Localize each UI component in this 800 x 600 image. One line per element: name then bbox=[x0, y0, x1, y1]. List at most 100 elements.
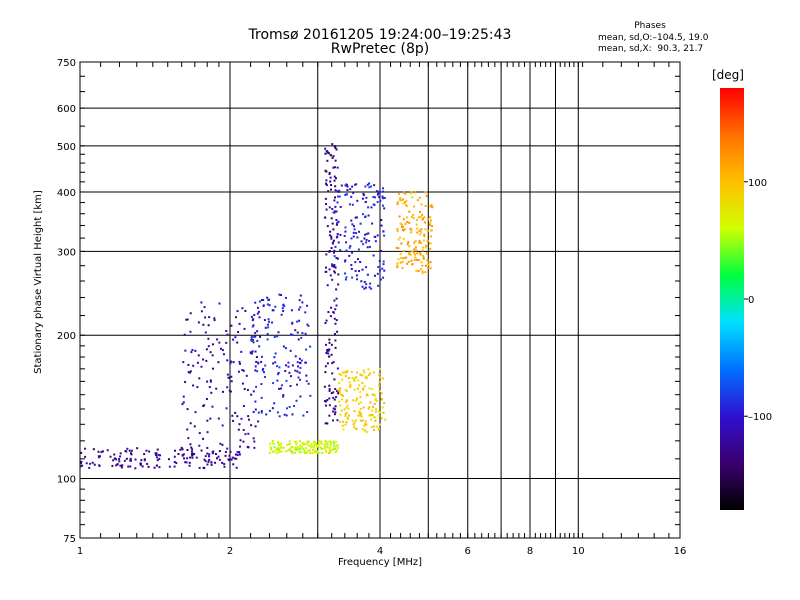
data-point bbox=[205, 398, 208, 400]
data-point bbox=[401, 260, 404, 263]
data-point bbox=[194, 349, 197, 352]
data-point bbox=[334, 205, 337, 208]
data-point bbox=[338, 392, 341, 395]
data-point bbox=[282, 310, 285, 313]
data-point bbox=[358, 411, 361, 414]
data-point bbox=[236, 451, 239, 454]
data-point bbox=[363, 424, 366, 427]
data-point bbox=[376, 200, 379, 203]
data-point bbox=[361, 381, 364, 384]
data-point bbox=[208, 386, 211, 389]
data-point bbox=[329, 274, 332, 277]
data-point bbox=[368, 182, 371, 185]
data-point bbox=[282, 395, 285, 398]
data-point bbox=[221, 443, 224, 446]
data-point bbox=[362, 213, 365, 216]
data-point bbox=[372, 416, 375, 419]
data-point bbox=[324, 365, 327, 368]
data-point bbox=[187, 371, 190, 374]
data-point bbox=[206, 380, 209, 383]
data-point bbox=[377, 410, 380, 413]
data-point bbox=[354, 269, 357, 272]
data-point bbox=[324, 449, 327, 452]
data-point bbox=[206, 446, 209, 449]
data-point bbox=[324, 152, 327, 155]
data-point bbox=[374, 410, 377, 413]
data-point bbox=[395, 246, 398, 249]
data-point bbox=[345, 406, 348, 409]
data-point bbox=[206, 431, 209, 434]
data-point bbox=[429, 242, 432, 245]
data-point bbox=[365, 241, 368, 244]
data-point bbox=[119, 452, 122, 455]
data-point bbox=[345, 371, 348, 374]
data-point bbox=[427, 267, 430, 270]
data-point bbox=[344, 230, 347, 233]
data-point bbox=[365, 377, 368, 380]
data-point bbox=[277, 371, 280, 374]
colorbar-tick-label: 0 bbox=[748, 295, 754, 306]
data-point bbox=[296, 331, 299, 334]
data-point bbox=[305, 348, 308, 351]
data-point bbox=[261, 369, 264, 372]
data-point bbox=[80, 451, 83, 454]
data-point bbox=[206, 463, 209, 466]
data-point bbox=[189, 370, 192, 373]
data-point bbox=[238, 360, 241, 363]
data-point bbox=[118, 458, 121, 461]
data-point bbox=[218, 450, 221, 453]
data-point bbox=[80, 460, 83, 463]
data-point bbox=[112, 459, 115, 462]
data-point bbox=[334, 308, 337, 311]
data-point bbox=[206, 419, 209, 422]
data-point bbox=[251, 338, 254, 341]
data-point bbox=[328, 338, 331, 341]
data-point bbox=[236, 341, 239, 344]
data-point bbox=[289, 443, 292, 446]
data-point bbox=[307, 382, 310, 385]
data-point bbox=[344, 259, 347, 262]
y-tick-label: 500 bbox=[57, 142, 76, 153]
data-point bbox=[360, 401, 363, 404]
data-point bbox=[159, 454, 162, 457]
data-point bbox=[290, 309, 293, 312]
data-point bbox=[241, 382, 244, 385]
data-point bbox=[427, 261, 430, 264]
data-point bbox=[417, 241, 420, 244]
data-point bbox=[202, 358, 205, 361]
data-point bbox=[398, 193, 401, 196]
data-point bbox=[400, 256, 403, 259]
data-point bbox=[264, 326, 267, 329]
data-point bbox=[202, 323, 205, 326]
data-point bbox=[396, 227, 399, 230]
data-point bbox=[309, 345, 312, 348]
data-point bbox=[348, 246, 351, 249]
data-point bbox=[368, 245, 371, 248]
data-point bbox=[336, 166, 339, 169]
data-point bbox=[376, 234, 379, 237]
data-point bbox=[361, 285, 364, 288]
data-point bbox=[359, 408, 362, 411]
data-point bbox=[301, 301, 304, 304]
data-point bbox=[280, 450, 283, 453]
data-point bbox=[378, 423, 381, 426]
data-point bbox=[364, 215, 367, 218]
data-point bbox=[282, 394, 285, 397]
data-point bbox=[366, 273, 369, 276]
data-point bbox=[368, 406, 371, 409]
data-point bbox=[335, 319, 338, 322]
data-point bbox=[285, 379, 288, 382]
data-point bbox=[210, 391, 213, 394]
data-point bbox=[364, 200, 367, 203]
data-point bbox=[336, 235, 339, 238]
data-point bbox=[225, 407, 228, 410]
data-point bbox=[289, 449, 292, 452]
data-point bbox=[218, 458, 221, 461]
data-point bbox=[196, 361, 199, 364]
data-point bbox=[336, 390, 339, 393]
data-point bbox=[377, 284, 380, 287]
data-point bbox=[225, 341, 228, 344]
data-point bbox=[307, 440, 310, 443]
data-point bbox=[189, 330, 192, 333]
data-point bbox=[286, 443, 289, 446]
